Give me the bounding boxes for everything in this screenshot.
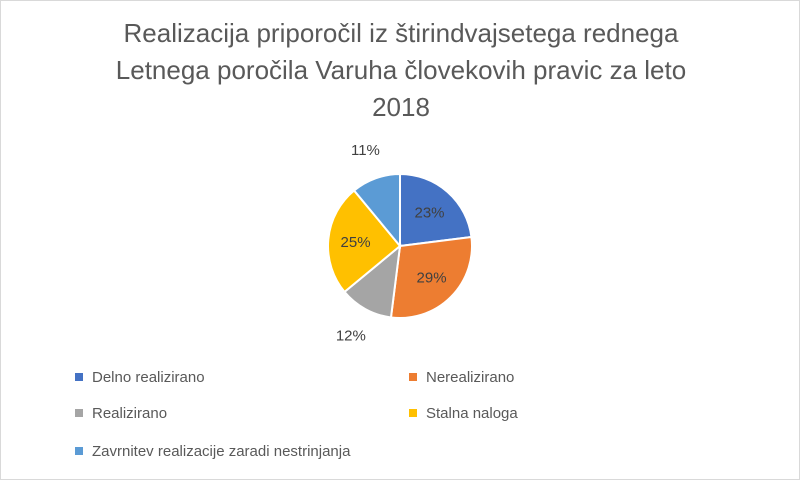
legend-item-stalna-naloga: Stalna naloga [409, 403, 518, 423]
legend-label: Realizirano [92, 404, 168, 422]
data-label: 29% [417, 270, 447, 287]
legend-label: Zavrnitev realizacije zaradi nestrinjanj… [92, 442, 351, 460]
pie-slice-zavrnitev-realizacije-zaradi-nestrinjanja [352, 172, 401, 249]
legend-item-zavrnitev-realizacije: Zavrnitev realizacije zaradi nestrinjanj… [75, 441, 350, 461]
legend-item-realizirano: Realizirano [75, 403, 167, 423]
legend-swatch [75, 373, 83, 381]
data-label: 12% [336, 327, 366, 344]
legend-item-nerealizirano: Nerealizirano [409, 367, 514, 387]
data-label: 23% [415, 205, 445, 222]
legend-swatch [409, 409, 417, 417]
chart-title-line-1: Realizacija priporočil iz štirindvajsete… [123, 18, 679, 48]
chart-title-line-3: 2018 [372, 92, 430, 122]
data-label: 25% [341, 234, 371, 251]
pie-slice-nerealizirano [389, 235, 473, 319]
legend-swatch [409, 373, 417, 381]
legend-swatch [75, 447, 83, 455]
legend-swatch [75, 409, 83, 417]
legend-item-delno-realizirano: Delno realizirano [75, 367, 205, 387]
chart-title: Realizacija priporočil iz štirindvajsete… [1, 15, 800, 126]
legend-label: Delno realizirano [92, 368, 205, 386]
pie-slice-stalna-naloga [327, 189, 402, 294]
pie-slice-delno-realizirano [399, 172, 473, 248]
legend-label: Stalna naloga [426, 404, 518, 422]
chart-title-line-2: Letnega poročila Varuha človekovih pravi… [115, 55, 687, 85]
data-label: 11% [351, 142, 380, 159]
legend-label: Nerealizirano [426, 368, 515, 386]
